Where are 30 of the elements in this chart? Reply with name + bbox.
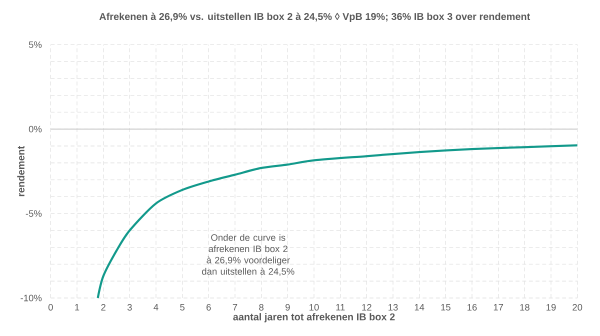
x-tick-label: 16 [468, 304, 477, 311]
x-tick-label: 12 [362, 304, 372, 311]
x-tick-label: 4 [154, 304, 158, 310]
x-tick-label: 14 [414, 304, 424, 310]
x-tick-label: 18 [520, 304, 530, 311]
x-tick-label: 3 [127, 304, 132, 311]
x-tick-label: 8 [259, 304, 264, 311]
chart-title: Afrekenen à 26,9% vs. uitstellen IB box 2 à 24,5% ◊ VpB 19%; 36% IB box 3 over rendement [99, 12, 530, 22]
y-tick-label: -10% [20, 294, 42, 302]
x-tick-label: 13 [388, 304, 398, 311]
line-series [96, 144, 578, 300]
x-tick-label: 11 [336, 304, 345, 310]
x-tick-label: 1 [75, 304, 80, 310]
y-tick-label: -5% [26, 210, 42, 217]
x-tick-label: 10 [310, 304, 319, 311]
x-tick-label: 15 [441, 304, 450, 311]
x-tick-label: 6 [206, 304, 211, 311]
x-tick-label: 19 [546, 304, 556, 311]
x-axis-title: aantal jaren tot afrekenen IB box 2 [233, 313, 395, 322]
y-tick-label: 0% [28, 126, 42, 132]
x-tick-label: 17 [494, 304, 504, 310]
x-tick-label: 5 [180, 304, 185, 311]
x-tick-label: 2 [101, 304, 106, 311]
annotation: Onder de curve is afrekenen IB box 2 à 26,9% voordeliger dan uitstellen à 24,5% [202, 234, 294, 276]
x-tick-label: 20 [572, 304, 582, 311]
x-tick-label: 0 [48, 304, 53, 311]
y-tick-label: 5% [28, 41, 42, 48]
y-axis-title: rendement [17, 146, 24, 196]
x-tick-label: 9 [286, 304, 290, 311]
x-tick-label: 7 [232, 304, 238, 310]
